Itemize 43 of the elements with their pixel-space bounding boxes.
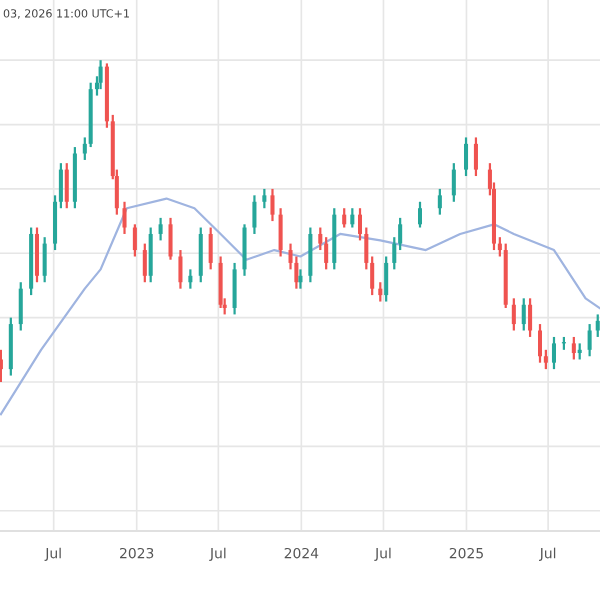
candlestick	[324, 236, 329, 271]
candlestick	[384, 255, 389, 303]
candlestick	[528, 297, 533, 339]
candlestick	[122, 200, 127, 236]
candlestick	[8, 316, 13, 377]
candlestick	[64, 162, 69, 210]
candlestick	[511, 297, 516, 332]
candlestick	[218, 255, 223, 310]
candlestick	[232, 261, 237, 316]
candlestick	[262, 187, 267, 210]
candlestick	[148, 226, 153, 284]
candlestick	[298, 268, 303, 290]
candlestick	[437, 187, 442, 216]
candlestick	[242, 223, 247, 277]
candlestick	[168, 216, 173, 261]
candlestick	[537, 322, 543, 364]
candlestick	[98, 59, 103, 91]
candlestick	[595, 313, 600, 339]
candlestick	[308, 226, 313, 284]
candlestick	[178, 248, 183, 290]
candlestick	[587, 322, 592, 358]
candlestick	[158, 216, 163, 242]
candlestick	[198, 226, 203, 284]
candlestick	[342, 207, 347, 229]
candlestick	[188, 268, 193, 290]
candlestick	[278, 207, 283, 258]
candlestick	[142, 242, 147, 284]
candlestick	[451, 162, 456, 203]
candlestick	[463, 136, 469, 178]
candlestick	[551, 335, 557, 371]
candlestick	[417, 200, 423, 229]
candlestick	[132, 223, 137, 258]
candlestick	[378, 281, 383, 303]
candlestick	[473, 136, 478, 178]
candlestick	[521, 297, 526, 332]
candlestick	[42, 236, 47, 284]
candlestick	[18, 281, 23, 332]
candlestick	[252, 194, 257, 236]
candlestick	[571, 335, 576, 361]
candlestick	[34, 226, 40, 284]
candlestick	[208, 226, 213, 271]
candlestick	[350, 207, 355, 229]
candlestick	[270, 187, 275, 223]
